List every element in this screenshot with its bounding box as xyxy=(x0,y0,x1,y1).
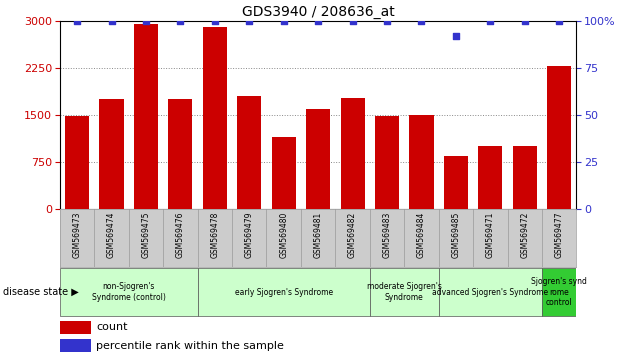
Text: GSM569473: GSM569473 xyxy=(72,212,81,258)
FancyBboxPatch shape xyxy=(438,268,542,316)
Bar xyxy=(375,116,399,209)
Bar xyxy=(60,321,91,333)
Bar xyxy=(306,109,330,209)
Text: advanced Sjogren's Syndrome: advanced Sjogren's Syndrome xyxy=(432,287,548,297)
Text: GSM569474: GSM569474 xyxy=(107,212,116,258)
Text: GSM569476: GSM569476 xyxy=(176,212,185,258)
Text: early Sjogren's Syndrome: early Sjogren's Syndrome xyxy=(234,287,333,297)
Text: moderate Sjogren's
Syndrome: moderate Sjogren's Syndrome xyxy=(367,282,442,302)
Point xyxy=(416,18,427,24)
FancyBboxPatch shape xyxy=(198,268,370,316)
Text: GSM569482: GSM569482 xyxy=(348,212,357,258)
Bar xyxy=(203,28,227,209)
Point xyxy=(451,33,461,39)
Bar xyxy=(513,146,537,209)
Point xyxy=(106,18,117,24)
Bar xyxy=(60,339,91,352)
Text: GSM569475: GSM569475 xyxy=(142,212,151,258)
Bar xyxy=(65,116,89,209)
FancyBboxPatch shape xyxy=(542,268,576,316)
Text: disease state ▶: disease state ▶ xyxy=(3,287,79,297)
Title: GDS3940 / 208636_at: GDS3940 / 208636_at xyxy=(242,5,394,19)
Point xyxy=(278,18,289,24)
Text: non-Sjogren's
Syndrome (control): non-Sjogren's Syndrome (control) xyxy=(92,282,166,302)
Text: GSM569478: GSM569478 xyxy=(210,212,219,258)
Point xyxy=(175,18,185,24)
Bar xyxy=(444,156,468,209)
Text: GSM569481: GSM569481 xyxy=(314,212,323,258)
Bar xyxy=(410,115,433,209)
Point xyxy=(141,18,151,24)
FancyBboxPatch shape xyxy=(370,268,438,316)
Text: percentile rank within the sample: percentile rank within the sample xyxy=(96,341,284,351)
Bar xyxy=(547,66,571,209)
Bar xyxy=(238,96,261,209)
Text: Sjogren's synd
rome
control: Sjogren's synd rome control xyxy=(531,277,587,307)
Point xyxy=(485,18,495,24)
Point xyxy=(313,18,323,24)
Text: count: count xyxy=(96,322,127,332)
Point xyxy=(210,18,220,24)
Point xyxy=(72,18,82,24)
Point xyxy=(382,18,392,24)
Bar xyxy=(272,137,295,209)
Bar xyxy=(100,99,123,209)
Text: GSM569471: GSM569471 xyxy=(486,212,495,258)
Text: GSM569480: GSM569480 xyxy=(279,212,288,258)
Text: GSM569485: GSM569485 xyxy=(452,212,461,258)
Bar xyxy=(134,24,158,209)
Bar xyxy=(478,146,502,209)
Point xyxy=(348,18,358,24)
Text: GSM569484: GSM569484 xyxy=(417,212,426,258)
Text: GSM569483: GSM569483 xyxy=(382,212,391,258)
Point xyxy=(520,18,530,24)
Text: GSM569477: GSM569477 xyxy=(555,212,564,258)
Text: GSM569479: GSM569479 xyxy=(245,212,254,258)
FancyBboxPatch shape xyxy=(60,268,198,316)
Text: GSM569472: GSM569472 xyxy=(520,212,529,258)
Point xyxy=(244,18,255,24)
Bar xyxy=(168,99,192,209)
Bar xyxy=(341,98,365,209)
Point xyxy=(554,18,564,24)
